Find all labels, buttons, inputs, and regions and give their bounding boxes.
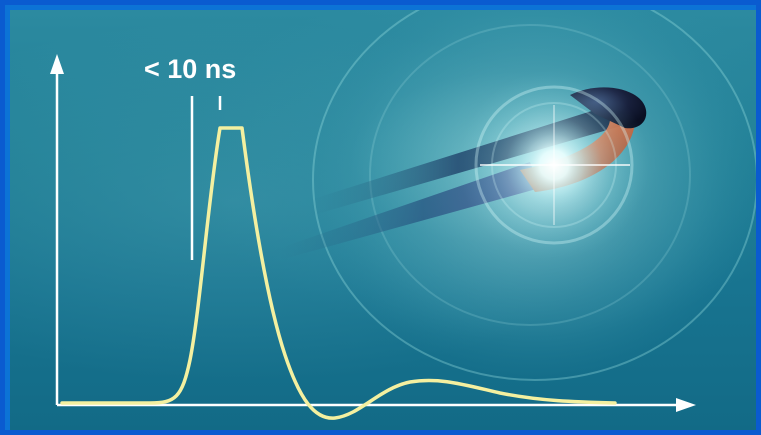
pulse-diagram: < 10 ns	[50, 10, 756, 420]
light-flash-icon	[459, 70, 649, 260]
halo-ring-inner	[369, 24, 691, 326]
x-axis-arrow	[676, 398, 696, 412]
diagram-panel: < 10 ns	[10, 10, 756, 430]
pulse-width-label: < 10 ns	[144, 54, 236, 84]
pulse-curve	[60, 126, 617, 420]
y-axis-arrow	[50, 54, 64, 74]
